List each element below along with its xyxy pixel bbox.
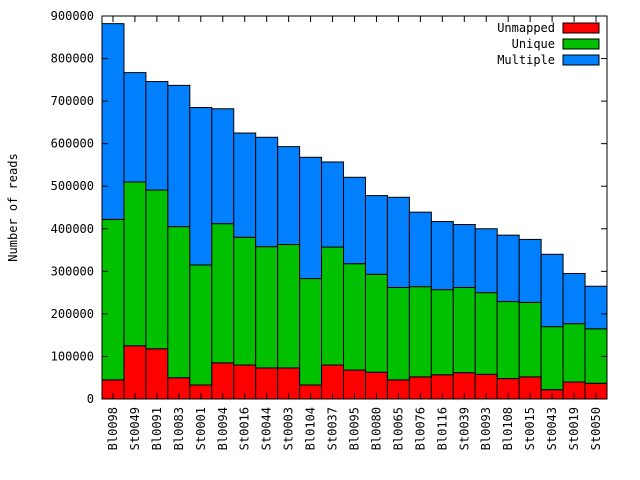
bar-multiple-st0043 <box>540 253 564 328</box>
bar-multiple-bl0076 <box>408 211 432 288</box>
bar-unique-bl0076 <box>408 286 432 378</box>
bar-unique-bl0108 <box>496 301 520 380</box>
bar-multiple-bl0094 <box>211 108 235 225</box>
x-tick-label: Bl0076 <box>413 407 427 450</box>
x-tick-label: St0039 <box>457 407 471 450</box>
bar-multiple-bl0104 <box>299 156 323 280</box>
bar-multiple-bl0091 <box>145 81 169 191</box>
bar-unique-bl0094 <box>211 223 235 364</box>
bar-multiple-bl0108 <box>496 234 520 303</box>
bar-unique-bl0083 <box>167 226 191 379</box>
x-tick-label: St0019 <box>567 407 581 450</box>
y-tick-label: 100000 <box>51 349 94 363</box>
legend-swatch-unique <box>562 38 600 50</box>
axes-layer: 0 100000 200000 300000 400000 500000 600000 700… <box>51 9 607 450</box>
bar-multiple-bl0080 <box>364 195 388 275</box>
bar-unique-bl0091 <box>145 189 169 350</box>
x-tick-label: Bl0080 <box>369 407 383 450</box>
bar-unique-st0039 <box>452 287 476 374</box>
x-tick-label: Bl0093 <box>479 407 493 450</box>
legend: Unmapped Unique Multiple <box>497 21 600 67</box>
bar-multiple-bl0083 <box>167 84 191 228</box>
bar-unique-st0003 <box>277 244 301 369</box>
x-tick-label: Bl0083 <box>172 407 186 450</box>
x-tick-label: Bl0108 <box>501 407 515 450</box>
y-tick-label: 300000 <box>51 264 94 278</box>
legend-label-unmapped: Unmapped <box>497 21 555 35</box>
x-tick-label: St0015 <box>523 407 537 450</box>
bar-multiple-bl0098 <box>101 23 125 220</box>
bar-unique-st0037 <box>321 246 345 366</box>
bar-multiple-st0015 <box>518 238 542 303</box>
bars-layer <box>101 23 608 400</box>
bar-unique-st0001 <box>189 264 213 386</box>
x-tick-label: St0037 <box>326 407 340 450</box>
bar-multiple-bl0065 <box>386 196 410 289</box>
bar-multiple-bl0095 <box>343 176 366 265</box>
bar-unique-bl0093 <box>474 292 498 375</box>
bar-unique-st0043 <box>540 326 564 391</box>
y-axis-title: Number of reads <box>6 153 20 261</box>
x-tick-label: St0016 <box>238 407 252 450</box>
x-tick-label: St0044 <box>260 407 274 450</box>
y-tick-label: 800000 <box>51 52 94 66</box>
x-tick-label: Bl0065 <box>391 407 405 450</box>
legend-swatch-unmapped <box>562 22 600 34</box>
x-tick-label: Bl0098 <box>106 407 120 450</box>
bar-unique-bl0095 <box>343 263 366 371</box>
x-tick-label: Bl0116 <box>435 407 449 450</box>
x-tick-label: St0001 <box>194 407 208 450</box>
x-tick-label: St0050 <box>589 407 603 450</box>
y-tick-label: 0 <box>87 392 94 406</box>
x-tick-label: St0049 <box>128 407 142 450</box>
bar-unique-st0016 <box>233 236 257 366</box>
bar-multiple-st0044 <box>255 136 279 248</box>
bar-multiple-st0001 <box>189 106 213 266</box>
x-tick-label: St0003 <box>282 407 296 450</box>
bar-multiple-st0049 <box>123 72 147 183</box>
x-tick-label: Bl0091 <box>150 407 164 450</box>
bar-multiple-st0016 <box>233 132 257 238</box>
bar-unique-bl0104 <box>299 278 323 386</box>
y-tick-label: 700000 <box>51 94 94 108</box>
bar-multiple-st0037 <box>321 161 345 248</box>
bar-multiple-st0050 <box>584 285 608 330</box>
bar-unique-st0015 <box>518 301 542 378</box>
x-tick-label: St0043 <box>545 407 559 450</box>
bar-multiple-st0039 <box>452 224 476 289</box>
bar-multiple-st0003 <box>277 146 301 246</box>
bar-multiple-bl0093 <box>474 228 498 294</box>
bar-unique-bl0065 <box>386 287 410 381</box>
bar-unique-st0049 <box>123 181 147 347</box>
bar-unique-bl0098 <box>101 218 125 381</box>
bar-unmapped-bl0091 <box>145 348 169 400</box>
x-tick-label: Bl0095 <box>348 407 362 450</box>
y-tick-label: 900000 <box>51 9 94 23</box>
bar-unique-bl0116 <box>430 289 454 376</box>
bar-unique-bl0080 <box>364 273 388 373</box>
legend-label-unique: Unique <box>512 37 555 51</box>
bar-unique-st0044 <box>255 246 279 369</box>
bar-unique-st0019 <box>562 323 586 383</box>
y-tick-label: 200000 <box>51 307 94 321</box>
bar-multiple-st0019 <box>562 272 586 325</box>
bar-unmapped-st0049 <box>123 345 147 400</box>
y-tick-label: 500000 <box>51 179 94 193</box>
x-tick-label: Bl0104 <box>304 407 318 450</box>
y-tick-label: 600000 <box>51 137 94 151</box>
legend-swatch-multiple <box>562 54 600 66</box>
bar-multiple-bl0116 <box>430 221 454 291</box>
y-tick-label: 400000 <box>51 222 94 236</box>
legend-label-multiple: Multiple <box>497 53 555 67</box>
x-tick-label: Bl0094 <box>216 407 230 450</box>
